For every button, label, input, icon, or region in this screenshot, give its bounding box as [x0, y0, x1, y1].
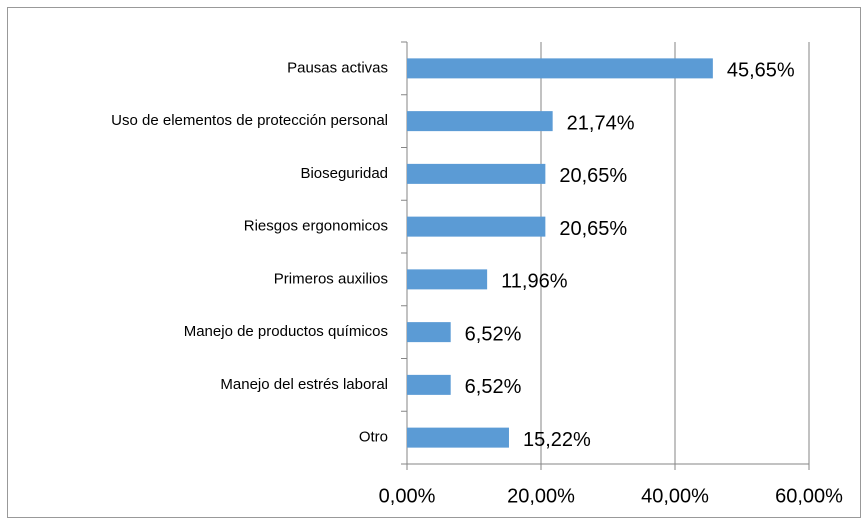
x-tick-label: 0,00% [379, 485, 436, 507]
y-tick-label: Manejo del estrés laboral [220, 376, 388, 393]
value-label: 11,96% [501, 271, 568, 293]
bar [407, 111, 553, 132]
y-tick-label: Bioseguridad [300, 165, 388, 182]
bar [407, 374, 451, 395]
y-tick-label: Uso de elementos de protección personal [111, 112, 388, 129]
y-tick-label: Riesgos ergonomicos [244, 218, 388, 235]
value-label: 45,65% [727, 60, 795, 82]
value-label: 21,74% [567, 112, 635, 134]
bar [407, 269, 488, 290]
bar [407, 216, 546, 237]
x-tick-label: 20,00% [507, 485, 575, 507]
y-tick-label: Manejo de productos químicos [184, 323, 388, 340]
value-label: 15,22% [523, 429, 591, 451]
y-tick-label: Otro [359, 429, 388, 446]
bar [407, 163, 546, 184]
bar [407, 58, 713, 79]
x-tick-label: 40,00% [641, 485, 709, 507]
value-label: 6,52% [465, 376, 522, 398]
value-label: 6,52% [465, 323, 522, 345]
bar [407, 322, 451, 343]
x-tick-label: 60,00% [775, 485, 843, 507]
value-label: 20,65% [559, 165, 627, 187]
bar [407, 427, 509, 448]
value-label: 20,65% [559, 218, 627, 240]
y-tick-label: Primeros auxilios [274, 270, 388, 287]
y-tick-label: Pausas activas [287, 59, 388, 76]
